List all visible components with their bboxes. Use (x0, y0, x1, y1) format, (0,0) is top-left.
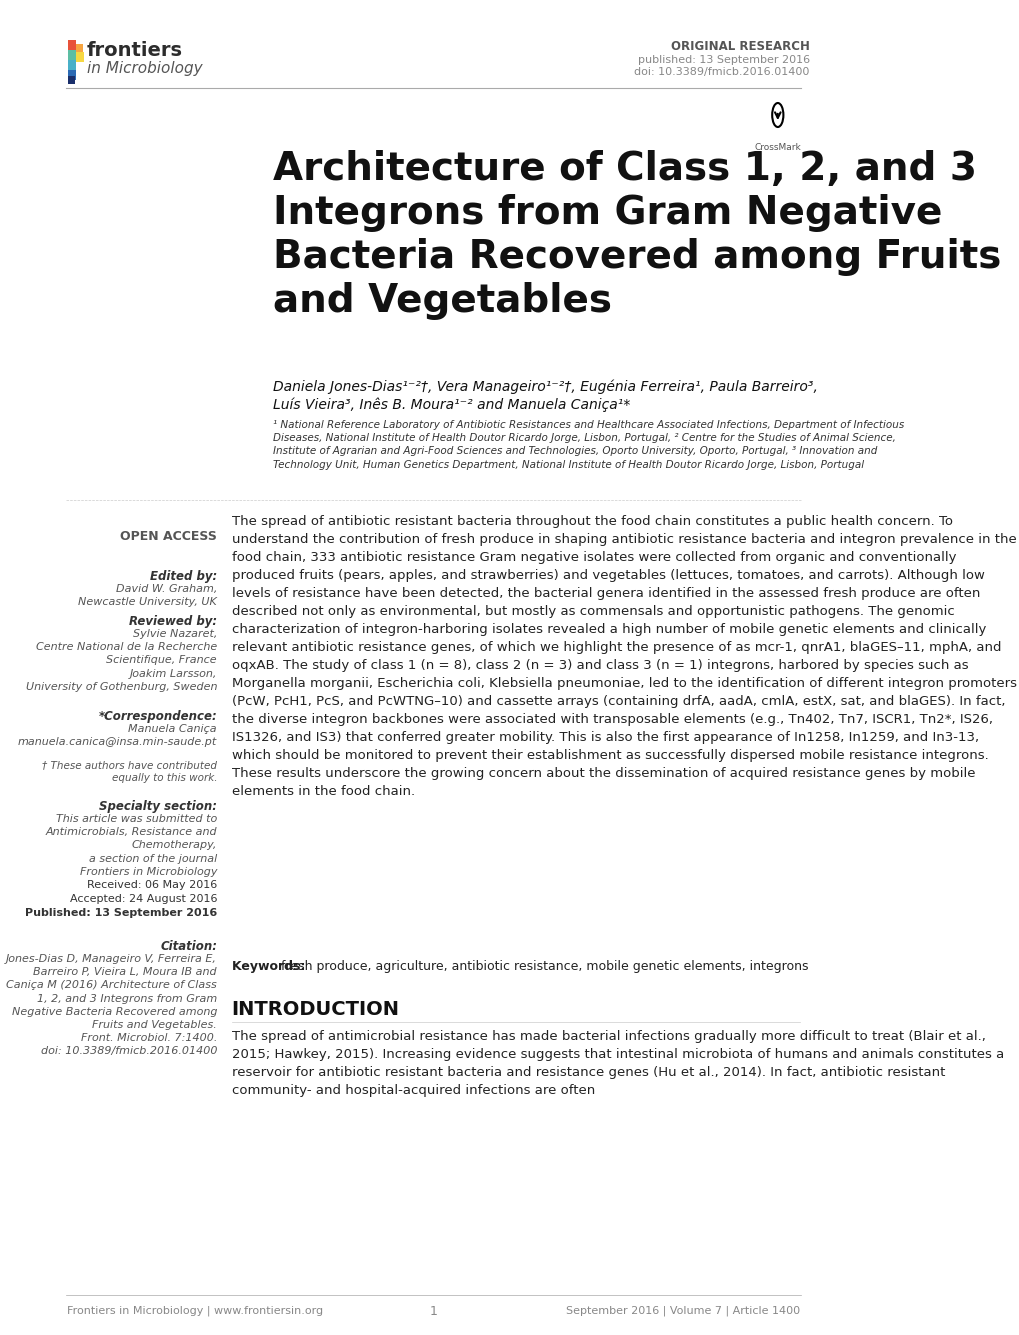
Text: Jones-Dias D, Manageiro V, Ferreira E,
Barreiro P, Vieira L, Moura IB and
Caniça: Jones-Dias D, Manageiro V, Ferreira E, B… (6, 955, 217, 1056)
Text: ORIGINAL RESEARCH: ORIGINAL RESEARCH (671, 40, 809, 53)
Text: Received: 06 May 2016: Received: 06 May 2016 (87, 880, 217, 890)
Text: published: 13 September 2016: published: 13 September 2016 (637, 55, 809, 65)
Text: INTRODUCTION: INTRODUCTION (231, 1000, 399, 1019)
Text: Architecture of Class 1, 2, and 3
Integrons from Gram Negative
Bacteria Recovere: Architecture of Class 1, 2, and 3 Integr… (273, 150, 1001, 320)
Text: Sylvie Nazaret,
Centre National de la Recherche
Scientifique, France
Joakim Lars: Sylvie Nazaret, Centre National de la Re… (25, 629, 217, 692)
FancyBboxPatch shape (76, 52, 84, 61)
Ellipse shape (771, 103, 783, 127)
Text: Published: 13 September 2016: Published: 13 September 2016 (24, 908, 217, 918)
Text: frontiers: frontiers (87, 40, 182, 60)
Text: The spread of antibiotic resistant bacteria throughout the food chain constitute: The spread of antibiotic resistant bacte… (231, 515, 1016, 798)
Text: Frontiers in Microbiology | www.frontiersin.org: Frontiers in Microbiology | www.frontier… (66, 1306, 322, 1315)
Text: Daniela Jones-Dias¹⁻²†, Vera Manageiro¹⁻²†, Eugénia Ferreira¹, Paula Barreiro³,: Daniela Jones-Dias¹⁻²†, Vera Manageiro¹⁻… (273, 380, 817, 395)
Text: Accepted: 24 August 2016: Accepted: 24 August 2016 (69, 894, 217, 904)
Text: Luís Vieira³, Inês B. Moura¹⁻² and Manuela Caniça¹*: Luís Vieira³, Inês B. Moura¹⁻² and Manue… (273, 398, 630, 413)
FancyBboxPatch shape (76, 44, 83, 52)
FancyBboxPatch shape (68, 49, 76, 60)
Text: 1: 1 (429, 1306, 437, 1318)
Text: *Correspondence:: *Correspondence: (98, 710, 217, 724)
Text: Specialty section:: Specialty section: (99, 800, 217, 813)
Text: The spread of antimicrobial resistance has made bacterial infections gradually m: The spread of antimicrobial resistance h… (231, 1031, 1003, 1097)
FancyBboxPatch shape (68, 60, 76, 69)
Text: David W. Graham,
Newcastle University, UK: David W. Graham, Newcastle University, U… (78, 583, 217, 607)
FancyBboxPatch shape (68, 76, 74, 84)
Text: This article was submitted to
Antimicrobials, Resistance and
Chemotherapy,
a sec: This article was submitted to Antimicrob… (46, 814, 217, 877)
Text: Edited by:: Edited by: (150, 570, 217, 583)
Text: † These authors have contributed
equally to this work.: † These authors have contributed equally… (42, 760, 217, 784)
Text: Manuela Caniça
manuela.canica@insa.min-saude.pt: Manuela Caniça manuela.canica@insa.min-s… (18, 724, 217, 748)
FancyBboxPatch shape (68, 69, 76, 80)
Text: in Microbiology: in Microbiology (87, 60, 202, 76)
Circle shape (762, 97, 792, 134)
Text: CrossMark: CrossMark (754, 143, 800, 152)
FancyBboxPatch shape (68, 40, 76, 49)
Text: OPEN ACCESS: OPEN ACCESS (120, 530, 217, 543)
Text: Reviewed by:: Reviewed by: (128, 615, 217, 627)
Text: doi: 10.3389/fmicb.2016.01400: doi: 10.3389/fmicb.2016.01400 (634, 67, 809, 77)
Text: September 2016 | Volume 7 | Article 1400: September 2016 | Volume 7 | Article 1400 (566, 1306, 800, 1315)
Text: Citation:: Citation: (160, 940, 217, 953)
Text: ¹ National Reference Laboratory of Antibiotic Resistances and Healthcare Associa: ¹ National Reference Laboratory of Antib… (273, 421, 904, 470)
Text: fresh produce, agriculture, antibiotic resistance, mobile genetic elements, inte: fresh produce, agriculture, antibiotic r… (281, 960, 808, 973)
Text: Keywords:: Keywords: (231, 960, 309, 973)
